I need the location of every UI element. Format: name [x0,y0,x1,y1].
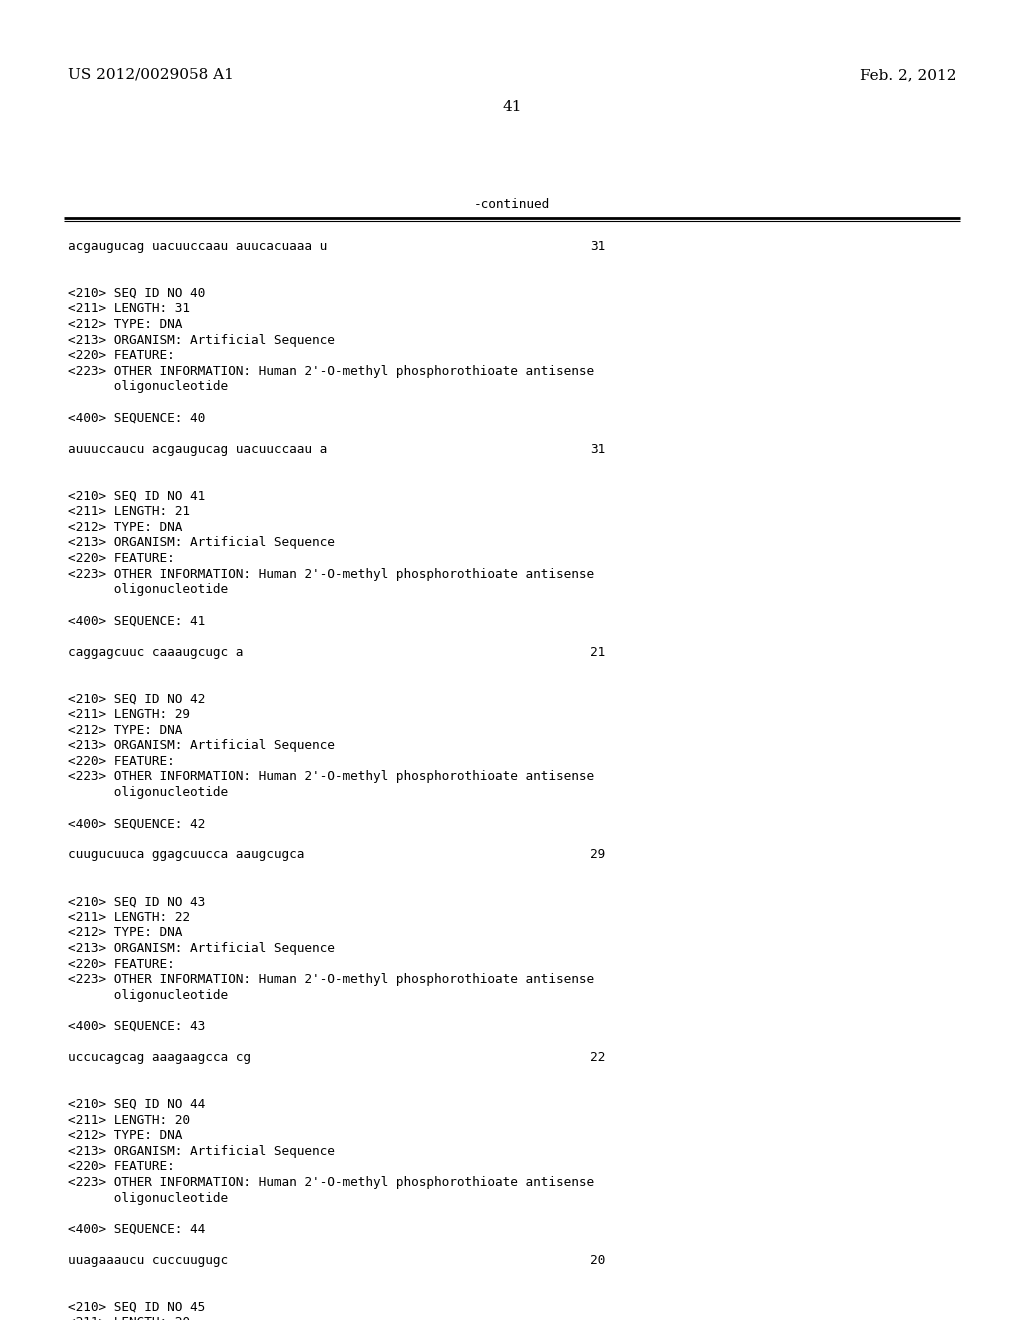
Text: <400> SEQUENCE: 40: <400> SEQUENCE: 40 [68,412,205,425]
Text: uuagaaaucu cuccuugugc: uuagaaaucu cuccuugugc [68,1254,228,1267]
Text: <400> SEQUENCE: 44: <400> SEQUENCE: 44 [68,1222,205,1236]
Text: 41: 41 [502,100,522,114]
Text: <400> SEQUENCE: 41: <400> SEQUENCE: 41 [68,614,205,627]
Text: <212> TYPE: DNA: <212> TYPE: DNA [68,318,182,331]
Text: <213> ORGANISM: Artificial Sequence: <213> ORGANISM: Artificial Sequence [68,942,335,954]
Text: uccucagcag aaagaagcca cg: uccucagcag aaagaagcca cg [68,1051,251,1064]
Text: <223> OTHER INFORMATION: Human 2'-O-methyl phosphorothioate antisense: <223> OTHER INFORMATION: Human 2'-O-meth… [68,1176,594,1189]
Text: <212> TYPE: DNA: <212> TYPE: DNA [68,521,182,533]
Text: 31: 31 [590,442,605,455]
Text: <220> FEATURE:: <220> FEATURE: [68,1160,175,1173]
Text: <223> OTHER INFORMATION: Human 2'-O-methyl phosphorothioate antisense: <223> OTHER INFORMATION: Human 2'-O-meth… [68,771,594,783]
Text: <213> ORGANISM: Artificial Sequence: <213> ORGANISM: Artificial Sequence [68,1144,335,1158]
Text: auuuccaucu acgaugucag uacuuccaau a: auuuccaucu acgaugucag uacuuccaau a [68,442,328,455]
Text: <210> SEQ ID NO 41: <210> SEQ ID NO 41 [68,490,205,503]
Text: acgaugucag uacuuccaau auucacuaaa u: acgaugucag uacuuccaau auucacuaaa u [68,240,328,253]
Text: <400> SEQUENCE: 42: <400> SEQUENCE: 42 [68,817,205,830]
Text: <210> SEQ ID NO 45: <210> SEQ ID NO 45 [68,1300,205,1313]
Text: <212> TYPE: DNA: <212> TYPE: DNA [68,1129,182,1142]
Text: oligonucleotide: oligonucleotide [68,989,228,1002]
Text: <212> TYPE: DNA: <212> TYPE: DNA [68,723,182,737]
Text: <223> OTHER INFORMATION: Human 2'-O-methyl phosphorothioate antisense: <223> OTHER INFORMATION: Human 2'-O-meth… [68,568,594,581]
Text: cuugucuuca ggagcuucca aaugcugca: cuugucuuca ggagcuucca aaugcugca [68,849,304,862]
Text: <213> ORGANISM: Artificial Sequence: <213> ORGANISM: Artificial Sequence [68,536,335,549]
Text: oligonucleotide: oligonucleotide [68,1192,228,1205]
Text: <212> TYPE: DNA: <212> TYPE: DNA [68,927,182,940]
Text: caggagcuuc caaaugcugc a: caggagcuuc caaaugcugc a [68,645,244,659]
Text: <210> SEQ ID NO 43: <210> SEQ ID NO 43 [68,895,205,908]
Text: <211> LENGTH: 22: <211> LENGTH: 22 [68,911,190,924]
Text: 29: 29 [590,849,605,862]
Text: oligonucleotide: oligonucleotide [68,380,228,393]
Text: oligonucleotide: oligonucleotide [68,583,228,597]
Text: <211> LENGTH: 20: <211> LENGTH: 20 [68,1316,190,1320]
Text: <220> FEATURE:: <220> FEATURE: [68,350,175,362]
Text: <220> FEATURE:: <220> FEATURE: [68,755,175,768]
Text: US 2012/0029058 A1: US 2012/0029058 A1 [68,69,233,82]
Text: -continued: -continued [474,198,550,211]
Text: <213> ORGANISM: Artificial Sequence: <213> ORGANISM: Artificial Sequence [68,739,335,752]
Text: <210> SEQ ID NO 40: <210> SEQ ID NO 40 [68,286,205,300]
Text: 31: 31 [590,240,605,253]
Text: <211> LENGTH: 29: <211> LENGTH: 29 [68,708,190,721]
Text: <211> LENGTH: 20: <211> LENGTH: 20 [68,1114,190,1126]
Text: <220> FEATURE:: <220> FEATURE: [68,957,175,970]
Text: <210> SEQ ID NO 44: <210> SEQ ID NO 44 [68,1098,205,1111]
Text: 22: 22 [590,1051,605,1064]
Text: <213> ORGANISM: Artificial Sequence: <213> ORGANISM: Artificial Sequence [68,334,335,347]
Text: <211> LENGTH: 31: <211> LENGTH: 31 [68,302,190,315]
Text: <220> FEATURE:: <220> FEATURE: [68,552,175,565]
Text: 20: 20 [590,1254,605,1267]
Text: Feb. 2, 2012: Feb. 2, 2012 [859,69,956,82]
Text: <400> SEQUENCE: 43: <400> SEQUENCE: 43 [68,1020,205,1034]
Text: oligonucleotide: oligonucleotide [68,785,228,799]
Text: <223> OTHER INFORMATION: Human 2'-O-methyl phosphorothioate antisense: <223> OTHER INFORMATION: Human 2'-O-meth… [68,364,594,378]
Text: <210> SEQ ID NO 42: <210> SEQ ID NO 42 [68,693,205,705]
Text: 21: 21 [590,645,605,659]
Text: <223> OTHER INFORMATION: Human 2'-O-methyl phosphorothioate antisense: <223> OTHER INFORMATION: Human 2'-O-meth… [68,973,594,986]
Text: <211> LENGTH: 21: <211> LENGTH: 21 [68,506,190,519]
